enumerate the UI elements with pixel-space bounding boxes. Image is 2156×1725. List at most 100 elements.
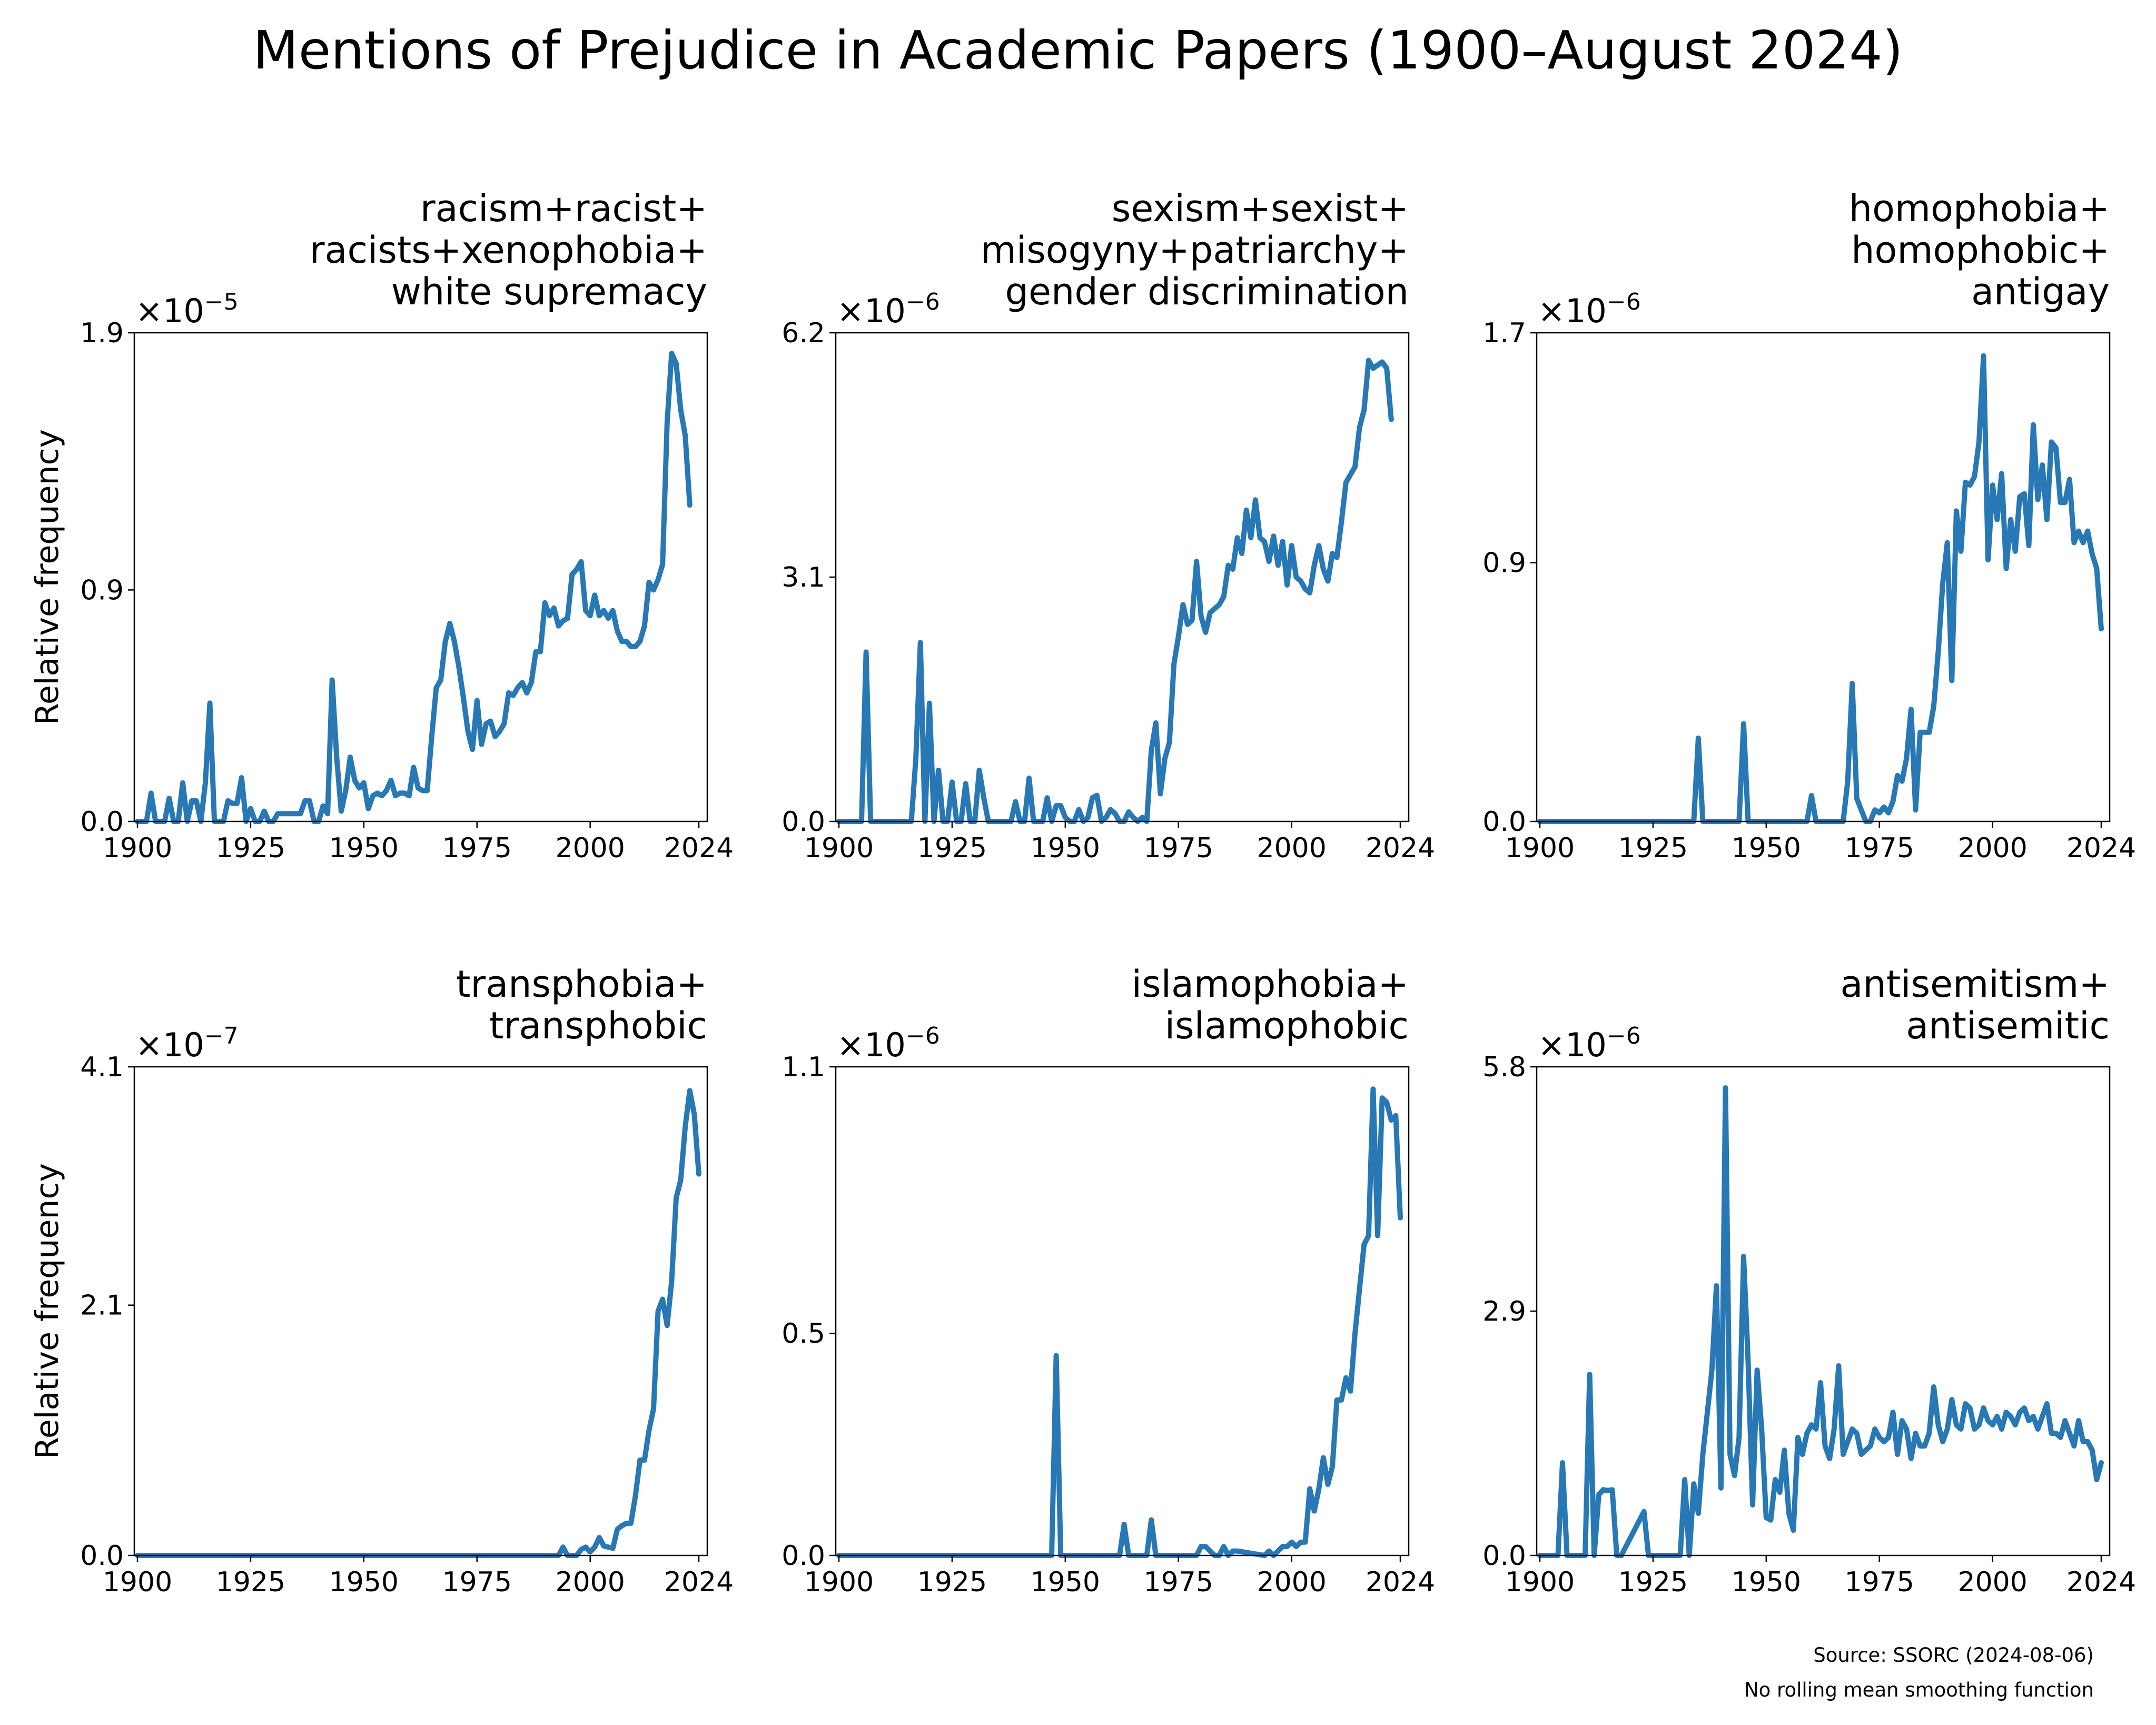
y-tick-label: 1.7: [1482, 318, 1526, 349]
axis-exponent-label: ×10−5: [135, 289, 239, 330]
x-tick-label: 1950: [329, 832, 399, 864]
axis-exponent-power: −6: [906, 289, 940, 315]
subplot-title-line: white supremacy: [391, 270, 707, 313]
x-tick-label: 1950: [1732, 832, 1801, 864]
x-tick-label: 2024: [1366, 1567, 1435, 1598]
x-tick-label: 1900: [1505, 1567, 1575, 1598]
x-tick-label: 1925: [1618, 832, 1688, 864]
subplot-title-line: antisemitism+: [1840, 963, 2110, 1006]
data-line: [836, 1086, 1403, 1558]
y-tick-label: 5.8: [1482, 1052, 1526, 1083]
y-tick-label: 4.1: [80, 1052, 124, 1083]
x-tick-label: 1900: [804, 1567, 874, 1598]
x-tick-label: 1950: [1031, 1567, 1100, 1598]
x-tick-label: 2024: [1366, 832, 1435, 864]
subplot-title-line: homophobic+: [1851, 229, 2110, 272]
y-tick-label: 0.9: [1482, 548, 1526, 579]
subplot-title-line: sexism+sexist+: [1112, 187, 1409, 230]
data-line: [135, 1088, 701, 1558]
x-tick-label: 1925: [216, 832, 285, 864]
y-axis-label: Relative frequency: [29, 1163, 66, 1459]
axes-frame: [1536, 1066, 2111, 1557]
x-tick-label: 1900: [103, 1567, 172, 1598]
data-line: [1537, 1085, 2104, 1558]
subplot-title-line: antisemitic: [1906, 1004, 2110, 1047]
x-tick-label: 2024: [664, 1567, 734, 1598]
subplot-title-line: gender discrimination: [1005, 270, 1409, 313]
axis-exponent-label: ×10−6: [1538, 289, 1641, 330]
axis-exponent-label: ×10−7: [135, 1023, 239, 1064]
axes-frame: [133, 1066, 708, 1557]
x-tick-label: 1900: [1505, 832, 1575, 864]
x-tick-label: 1925: [917, 1567, 987, 1598]
chart-panel: sexism+sexist+misogyny+patriarchy+gender…: [782, 187, 1435, 864]
x-tick-label: 2024: [664, 832, 734, 864]
data-line: [836, 358, 1394, 824]
subplot-title-line: racists+xenophobia+: [310, 229, 707, 272]
x-tick-label: 1925: [1618, 1567, 1688, 1598]
x-tick-label: 2000: [1257, 1567, 1327, 1598]
y-tick-label: 6.2: [782, 318, 825, 349]
axis-exponent-label: ×10−6: [837, 1023, 940, 1064]
axis-exponent-power: −6: [1607, 289, 1641, 315]
y-tick-label: 0.9: [80, 574, 124, 606]
x-tick-label: 1975: [1144, 1567, 1213, 1598]
subplot-title-line: transphobic: [489, 1004, 707, 1047]
data-line: [1537, 353, 2104, 824]
x-tick-label: 1975: [1845, 1567, 1914, 1598]
y-tick-label: 1.9: [80, 318, 124, 349]
subplot-title-line: racism+racist+: [420, 187, 707, 230]
smoothing-note: No rolling mean smoothing function: [1744, 1679, 2094, 1701]
x-tick-label: 1950: [329, 1567, 399, 1598]
axis-exponent-power: −6: [1607, 1023, 1641, 1049]
subplot-title-line: antigay: [1971, 270, 2110, 313]
panels: racism+racist+racists+xenophobia+white s…: [29, 187, 2136, 1598]
x-tick-label: 1975: [442, 832, 512, 864]
y-tick-label: 0.0: [782, 806, 825, 838]
chart-panel: racism+racist+racists+xenophobia+white s…: [29, 187, 734, 864]
x-tick-label: 1975: [1845, 832, 1914, 864]
figure-title: Mentions of Prejudice in Academic Papers…: [253, 19, 1903, 81]
axis-exponent-power: −6: [906, 1023, 940, 1049]
x-tick-label: 1975: [1144, 832, 1213, 864]
y-tick-label: 2.9: [1482, 1296, 1526, 1327]
y-axis-label: Relative frequency: [29, 429, 66, 725]
axis-exponent-power: −7: [204, 1023, 239, 1049]
chart-panel: antisemitism+antisemitic ×10−6 0.0 2.9 5.8 19…: [1482, 963, 2136, 1598]
subplot-title-line: islamophobia+: [1132, 963, 1409, 1006]
x-tick-label: 1950: [1031, 832, 1100, 864]
y-tick-label: 3.1: [782, 562, 825, 593]
x-tick-label: 2000: [1257, 832, 1327, 864]
x-tick-label: 2000: [1958, 832, 2028, 864]
axis-exponent-label: ×10−6: [837, 289, 940, 330]
axes-frame: [835, 1066, 1410, 1557]
subplot-title-line: homophobia+: [1849, 187, 2110, 230]
x-tick-label: 2024: [2066, 832, 2136, 864]
y-tick-label: 0.0: [782, 1540, 825, 1572]
chart-panel: islamophobia+islamophobic ×10−6 0.0 0.5 1.1 1…: [782, 963, 1435, 1598]
y-tick-label: 1.1: [782, 1052, 825, 1083]
subplot-title-line: islamophobic: [1165, 1004, 1409, 1047]
y-tick-label: 0.5: [782, 1318, 825, 1350]
x-tick-label: 2000: [1958, 1567, 2028, 1598]
x-tick-label: 1925: [917, 832, 987, 864]
y-tick-label: 0.0: [80, 1540, 124, 1572]
x-tick-label: 2024: [2066, 1567, 2136, 1598]
y-tick-label: 2.1: [80, 1290, 124, 1322]
x-tick-label: 1950: [1732, 1567, 1801, 1598]
chart-panel: transphobia+transphobic ×10−7 0.0 2.1 4.1 190…: [29, 963, 734, 1598]
x-tick-label: 1975: [442, 1567, 512, 1598]
data-line: [135, 351, 693, 824]
chart-panel: homophobia+homophobic+antigay ×10−6 0.0 0.9…: [1482, 187, 2136, 864]
y-tick-label: 0.0: [1482, 1540, 1526, 1572]
subplot-title-line: misogyny+patriarchy+: [981, 229, 1409, 272]
axes-frame: [1536, 332, 2111, 822]
axis-exponent-label: ×10−6: [1538, 1023, 1641, 1064]
axis-exponent-power: −5: [204, 289, 239, 315]
source-note: Source: SSORC (2024-08-06): [1813, 1644, 2094, 1667]
x-tick-label: 2000: [556, 1567, 625, 1598]
x-tick-label: 1900: [804, 832, 874, 864]
subplot-title-line: transphobia+: [456, 963, 707, 1006]
x-tick-label: 1900: [103, 832, 172, 864]
